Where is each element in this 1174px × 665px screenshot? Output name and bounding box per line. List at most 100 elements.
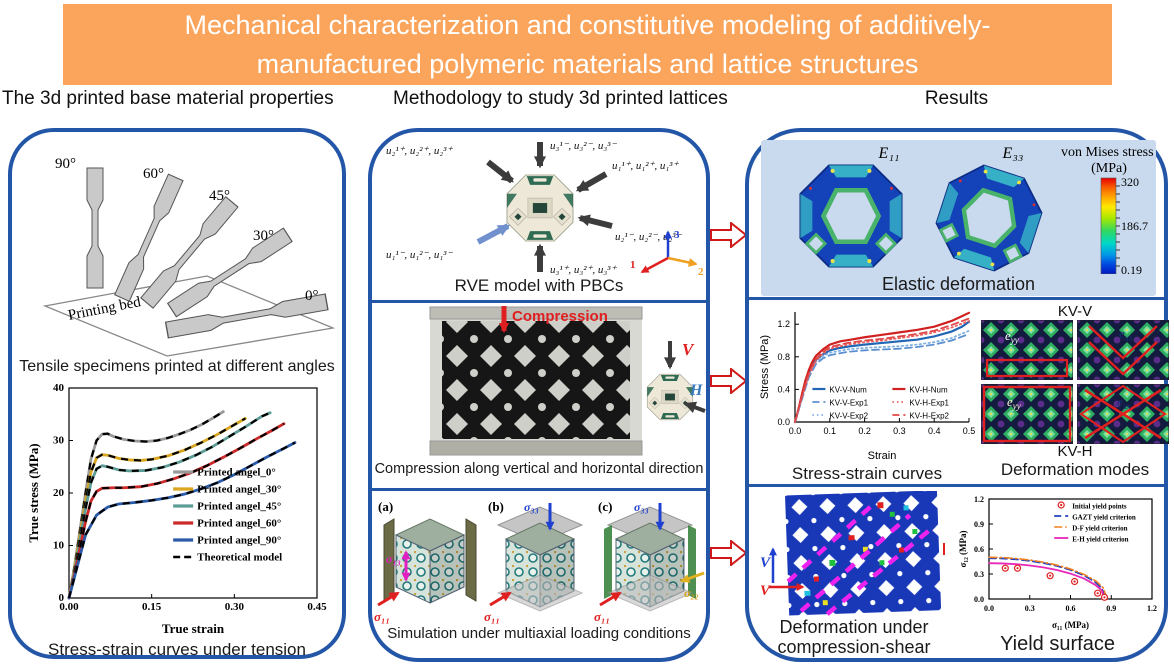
bottom-platen <box>429 440 643 456</box>
shear-v-horizontal-label: V <box>760 583 772 599</box>
sigma11-label-c: σ₁₁ <box>594 609 610 624</box>
yield-surface-chart: 0.0 0.3 0.6 0.9 1.2 0.0 0.3 0.6 0.9 1.2 σ₁₁ (MPa) σ… <box>958 495 1157 630</box>
shear-v-vertical-label: V <box>760 555 772 571</box>
angle-label-0: 0° <box>305 288 319 304</box>
panel-results: E₁₁ E₃₃ von Mises stress (MPa) <box>745 128 1169 662</box>
svg-text:exx: exx <box>1117 394 1131 411</box>
svg-text:0.1: 0.1 <box>824 426 837 436</box>
caption-simulation: Simulation under multiaxial loading cond… <box>387 625 691 642</box>
svg-text:0.0: 0.0 <box>984 604 994 613</box>
kv-chart-block: 0.0 0.1 0.2 0.3 0.4 0.5 0.0 0.4 0.8 1.2 Strain Stre… <box>757 304 977 484</box>
section-simulation: σ₁₃ σ₁₁ (a) σ₃₃ σ₁₁ (b) <box>372 488 706 658</box>
caption-yield-surface: Yield surface <box>1000 632 1115 655</box>
subfig-c: σ₃₃ σ₂₂ σ₁₁ (c) <box>594 499 705 624</box>
svg-text:0.9: 0.9 <box>1106 604 1116 613</box>
yield-surface-block: 0.0 0.3 0.6 0.9 1.2 0.0 0.3 0.6 0.9 1.2 σ₁₁ (MPa) σ… <box>955 491 1160 658</box>
panel-base-material: Printing bed 90° 60° 45° 30° 0° Tensile … <box>8 128 346 659</box>
svg-text:0.9: 0.9 <box>974 520 984 529</box>
svg-text:40: 40 <box>53 382 65 394</box>
sigma22-label: σ₂₂ <box>684 586 699 600</box>
svg-text:GAZT yield criterion: GAZT yield criterion <box>1072 513 1136 521</box>
svg-text:KV-V-Num: KV-V-Num <box>829 385 867 394</box>
rve-model-illustration: u₃¹⁻, u₃²⁻, u₃³⁻ u₂¹⁺, u₂²⁺, u₂³⁺ u₁¹⁺, … <box>386 140 704 276</box>
svg-text:0.15: 0.15 <box>142 601 162 613</box>
svg-text:0.0: 0.0 <box>974 595 984 604</box>
colorbar-ticks <box>1116 185 1120 267</box>
svg-text:exx: exx <box>1119 326 1133 343</box>
svg-text:0.8: 0.8 <box>777 351 790 361</box>
angle-label-45: 45° <box>209 188 230 204</box>
panel-methodology: u₃¹⁻, u₃²⁻, u₃³⁻ u₂¹⁺, u₂²⁺, u₂³⁺ u₁¹⁺, … <box>368 128 710 662</box>
compression-shear-illustration: V V <box>760 490 945 616</box>
subfig-b: σ₃₃ σ₁₁ (b) <box>484 499 584 624</box>
svg-text:Initial yield points: Initial yield points <box>1072 502 1127 510</box>
colorbar-mid: 186.7 <box>1121 219 1148 233</box>
compression-test-illustration: Compression V H <box>429 306 706 456</box>
svg-text:Printed angel_60°: Printed angel_60° <box>197 518 281 530</box>
sigma13-label: σ₁₃ <box>386 552 401 566</box>
sigma11-label-a: σ₁₁ <box>374 609 390 624</box>
svg-text:0.3: 0.3 <box>893 426 906 436</box>
svg-text:1.2: 1.2 <box>777 319 790 329</box>
caption-compression: Compression along vertical and horizonta… <box>374 461 704 477</box>
svg-text:σ₁₂ (MPa): σ₁₂ (MPa) <box>958 530 968 567</box>
angle-label-60: 60° <box>143 166 164 182</box>
pbc-arrow-top-left <box>486 159 514 184</box>
caption-elastic: Elastic deformation <box>881 274 1036 294</box>
flow-arrow-compression <box>710 368 748 394</box>
specimen-90deg <box>86 167 104 289</box>
svg-text:E-H yield criterion: E-H yield criterion <box>1072 535 1128 543</box>
svg-text:True stress (MPa): True stress (MPa) <box>27 443 41 542</box>
section-elastic: E₁₁ E₃₃ von Mises stress (MPa) <box>749 132 1164 297</box>
kvh-label: KV-H <box>1057 442 1093 460</box>
header-right-column: Results <box>924 88 989 109</box>
compression-shear-block: V V Deformation under compression-shear <box>759 490 949 658</box>
stress-cell-e33 <box>928 157 1050 274</box>
axis-3-label: 3 <box>674 229 680 241</box>
svg-text:10: 10 <box>53 540 65 552</box>
axis-1-label: 1 <box>630 259 636 271</box>
subfig-a: σ₁₃ σ₁₁ (a) <box>374 499 477 624</box>
svg-text:30: 30 <box>53 435 65 447</box>
h-direction-arrow <box>683 401 706 413</box>
colorbar-unit: (MPa) <box>1091 161 1127 176</box>
svg-text:σ₁₁ (MPa): σ₁₁ (MPa) <box>1052 620 1089 630</box>
flow-arrow-yield <box>710 540 748 566</box>
angle-label-90: 90° <box>55 156 76 172</box>
flow-arrow-elastic <box>710 222 748 248</box>
caption-shear-line2: compression-shear <box>777 637 931 658</box>
caption-tension-curves: Stress-strain curves under tension <box>48 640 306 659</box>
stress-cell-e11 <box>800 165 901 266</box>
svg-text:0.00: 0.00 <box>59 601 79 613</box>
svg-text:True strain: True strain <box>162 621 225 636</box>
svg-text:1.2: 1.2 <box>1147 604 1157 613</box>
compression-label: Compression <box>512 308 608 325</box>
lattice-holes-pattern <box>442 321 630 439</box>
tension-stress-strain-chart: 0.00 0.15 0.30 0.45 0 10 20 30 40 True strain True… <box>27 382 327 636</box>
svg-text:Printed angel_90°: Printed angel_90° <box>197 535 281 547</box>
svg-text:Printed angel_0°: Printed angel_0° <box>197 467 276 479</box>
caption-tensile-specimens: Tensile specimens printed at different a… <box>19 358 335 375</box>
pbc-arrow-top-right <box>575 171 608 193</box>
sigma11-label-b: σ₁₁ <box>484 609 500 624</box>
colorbar-title: von Mises stress <box>1061 145 1154 160</box>
svg-text:0.3: 0.3 <box>974 570 984 579</box>
caption-rve: RVE model with PBCs <box>454 276 624 295</box>
svg-text:Stress (MPa): Stress (MPa) <box>759 335 771 399</box>
section-compression: Compression V H Compression along vertic… <box>372 300 706 488</box>
svg-text:Theoretical model: Theoretical model <box>197 552 282 564</box>
shear-band-lines <box>786 500 936 616</box>
sheared-lattice <box>785 490 942 616</box>
subfig-c-label: (c) <box>598 499 612 514</box>
e11-label: E₁₁ <box>878 145 900 162</box>
coordinate-triad: 3 2 1 <box>630 229 704 276</box>
svg-text:0.6: 0.6 <box>1066 604 1076 613</box>
dic-image-grid: eyy exx eyy <box>981 319 1169 444</box>
rve-unit-cell <box>506 174 574 242</box>
pbc-label-bottom: u₃¹⁺, u₃²⁺, u₃³⁺ <box>550 264 617 276</box>
strain-speckles <box>804 501 918 605</box>
svg-text:0.30: 0.30 <box>225 601 245 613</box>
svg-text:0.3: 0.3 <box>1025 604 1035 613</box>
pbc-label-top-left: u₂¹⁺, u₂²⁺, u₂³⁺ <box>386 145 453 157</box>
pbc-label-top: u₃¹⁻, u₃²⁻, u₃³⁻ <box>550 140 617 152</box>
